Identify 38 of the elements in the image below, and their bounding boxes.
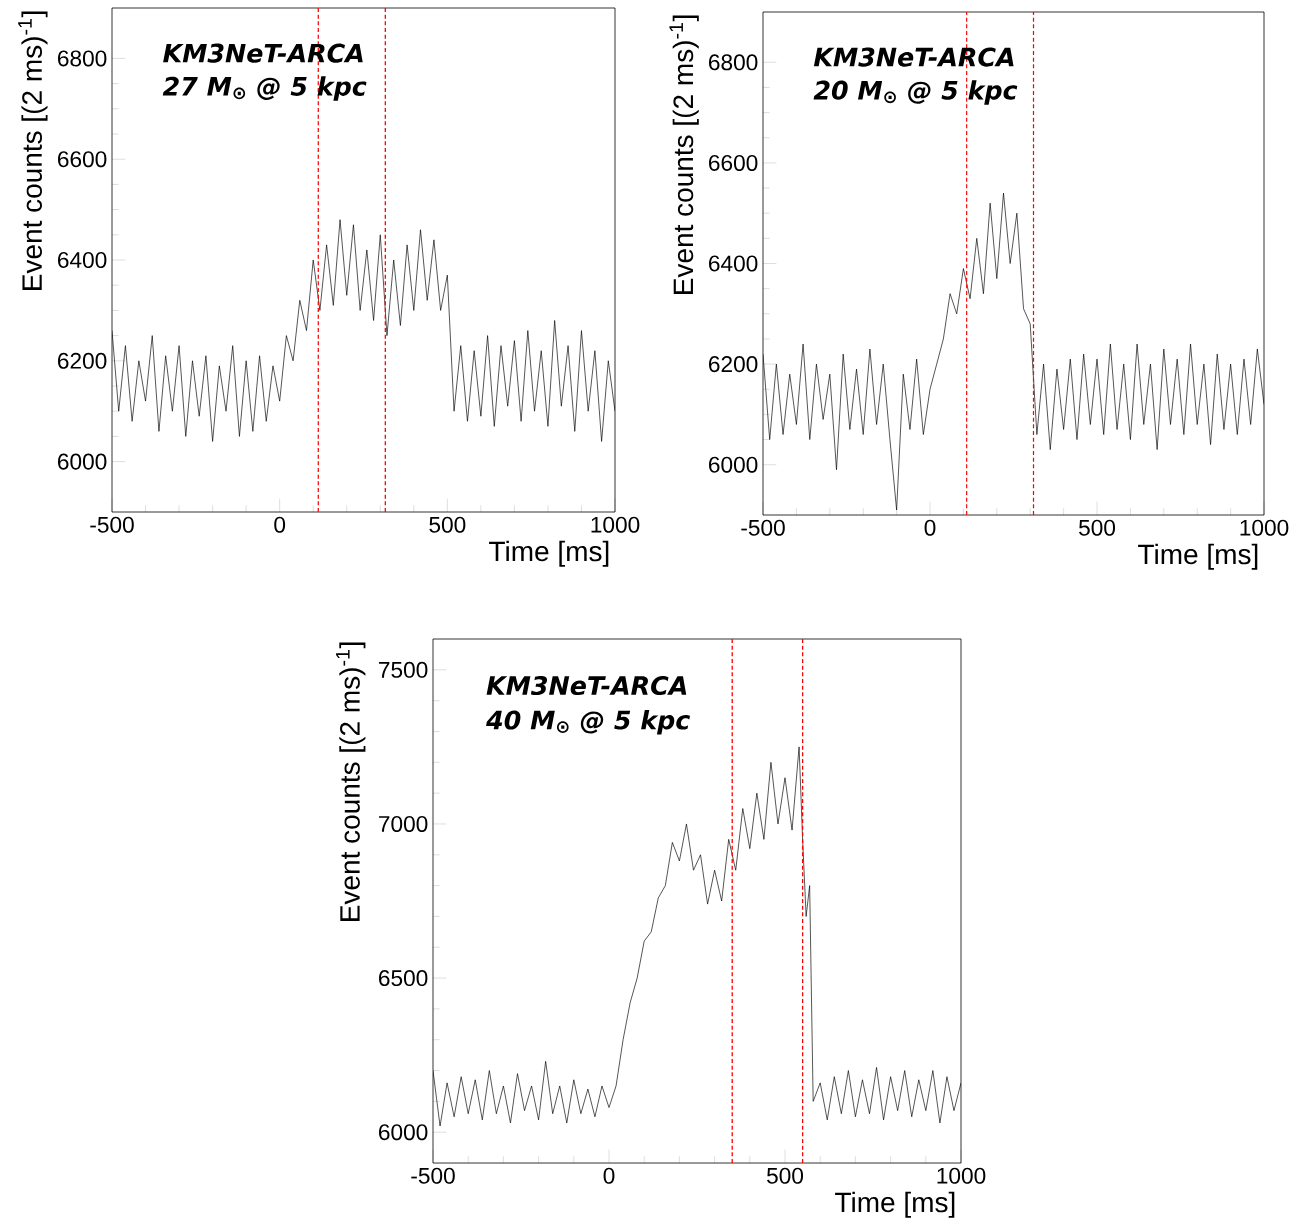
annotation: KM3NeT-ARCA bbox=[813, 47, 1014, 67]
y-tick-label: 6600 bbox=[58, 151, 107, 168]
y-tick-label: 6600 bbox=[709, 154, 758, 171]
x-tick-label: 1000 bbox=[937, 1167, 986, 1184]
x-tick-label: 0 bbox=[603, 1167, 615, 1184]
annotation: KM3NeT-ARCA bbox=[163, 43, 363, 63]
x-tick-label: 1000 bbox=[1240, 519, 1289, 536]
y-tick-label: 6200 bbox=[709, 356, 758, 373]
x-tick-label: -500 bbox=[741, 519, 785, 536]
x-axis-title: Time [ms] bbox=[489, 540, 609, 567]
y-axis-title: Event counts [(2 ms)$^{-1}$] bbox=[336, 642, 366, 921]
annotation: 27 M$_{⊙}$ @ 5 kpc bbox=[162, 76, 367, 101]
y-tick-label: 6800 bbox=[58, 50, 107, 67]
x-axis-title: Time [ms] bbox=[1138, 543, 1258, 570]
y-tick-label: 7000 bbox=[379, 815, 428, 832]
y-axis-title: Event counts [(2 ms)$^{-1}$] bbox=[669, 15, 699, 294]
annotation: 20 M$_{⊙}$ @ 5 kpc bbox=[813, 80, 1018, 105]
y-tick-label: 6500 bbox=[379, 970, 428, 987]
y-tick-label: 6000 bbox=[709, 456, 758, 473]
y-tick-label: 6400 bbox=[709, 255, 758, 272]
x-axis-title: Time [ms] bbox=[835, 1191, 955, 1218]
x-tick-label: 0 bbox=[274, 516, 286, 533]
y-axis-title: Event counts [(2 ms)$^{-1}$] bbox=[18, 11, 48, 290]
annotation: KM3NeT-ARCA bbox=[486, 675, 687, 696]
x-tick-label: 1000 bbox=[591, 516, 640, 533]
x-tick-label: 500 bbox=[429, 516, 466, 533]
annotation: 40 M$_{⊙}$ @ 5 kpc bbox=[486, 710, 691, 735]
y-tick-label: 6000 bbox=[379, 1124, 428, 1141]
y-tick-label: 6800 bbox=[709, 54, 758, 71]
x-tick-label: -500 bbox=[411, 1167, 455, 1184]
x-tick-label: -500 bbox=[90, 516, 134, 533]
y-tick-label: 6400 bbox=[58, 251, 107, 269]
x-tick-label: 500 bbox=[1079, 519, 1116, 536]
y-tick-label: 7500 bbox=[379, 661, 428, 678]
x-tick-label: 0 bbox=[924, 519, 936, 536]
x-tick-label: 500 bbox=[767, 1167, 804, 1184]
y-tick-label: 6000 bbox=[58, 453, 107, 470]
y-tick-label: 6200 bbox=[58, 352, 107, 369]
